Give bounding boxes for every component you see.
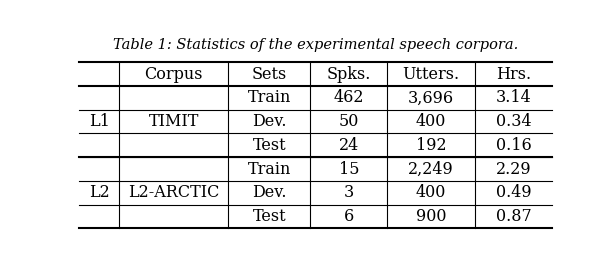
Text: Dev.: Dev.	[252, 184, 286, 201]
Text: Hrs.: Hrs.	[496, 66, 531, 83]
Text: Table 1: Statistics of the experimental speech corpora.: Table 1: Statistics of the experimental …	[113, 38, 518, 52]
Text: 0.16: 0.16	[496, 137, 532, 154]
Text: 462: 462	[334, 89, 364, 106]
Text: 24: 24	[339, 137, 359, 154]
Text: Sets: Sets	[251, 66, 287, 83]
Text: 3,696: 3,696	[408, 89, 454, 106]
Text: 2.29: 2.29	[496, 161, 532, 178]
Text: 15: 15	[339, 161, 359, 178]
Text: 400: 400	[416, 184, 447, 201]
Text: 50: 50	[339, 113, 359, 130]
Text: 0.34: 0.34	[496, 113, 532, 130]
Text: L2-ARCTIC: L2-ARCTIC	[128, 184, 219, 201]
Text: 2,249: 2,249	[408, 161, 454, 178]
Text: Dev.: Dev.	[252, 113, 286, 130]
Text: Utters.: Utters.	[403, 66, 460, 83]
Text: 3: 3	[344, 184, 354, 201]
Text: Test: Test	[253, 208, 286, 225]
Text: 192: 192	[416, 137, 447, 154]
Text: 900: 900	[416, 208, 447, 225]
Text: 3.14: 3.14	[496, 89, 532, 106]
Text: L1: L1	[89, 113, 110, 130]
Text: Corpus: Corpus	[144, 66, 203, 83]
Text: 0.49: 0.49	[496, 184, 532, 201]
Text: 400: 400	[416, 113, 447, 130]
Text: TIMIT: TIMIT	[148, 113, 199, 130]
Text: 0.87: 0.87	[496, 208, 532, 225]
Text: Train: Train	[248, 161, 291, 178]
Text: Test: Test	[253, 137, 286, 154]
Text: L2: L2	[89, 184, 110, 201]
Text: Spks.: Spks.	[326, 66, 371, 83]
Text: Train: Train	[248, 89, 291, 106]
Text: 6: 6	[344, 208, 354, 225]
